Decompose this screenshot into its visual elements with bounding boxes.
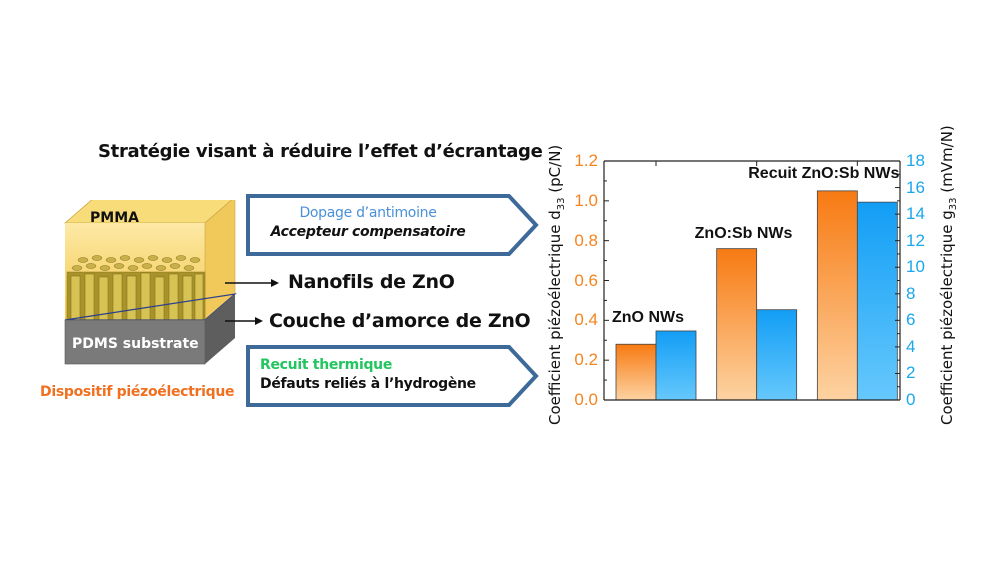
device-illustration [63,200,237,365]
y-tick-right: 10 [906,257,925,277]
device-caption: Dispositif piézoélectrique [40,384,235,400]
y-tick-right: 4 [906,336,916,356]
y-tick-right: 18 [906,151,925,170]
seed-layer-label: Couche d’amorce de ZnO [269,310,531,332]
bar-category-label: ZnO NWs [612,308,684,326]
y-tick-right: 16 [906,177,925,197]
bar-g33 [856,201,898,401]
strategy-annealing: Recuit thermique Défauts reliés à l’hydr… [260,357,500,392]
strategy-arrow-annealing [246,345,539,407]
y-tick-right: 2 [906,363,916,383]
y-tick-right: 0 [906,390,916,409]
bar-chart: 0.0 0.2 0.4 0.6 0.8 1.0 1.2 0 2 4 6 8 10 12 14 16 18 Coe… [540,125,980,440]
y-tick-right: 8 [906,283,916,303]
bar-g33 [756,309,798,401]
bar-d33 [615,343,657,401]
pmma-label: PMMA [90,210,139,226]
y-tick-left: 0.4 [574,310,598,330]
pointer-arrows [225,279,279,325]
y-tick-left: 0.6 [574,270,598,290]
strategy-detail: Défauts reliés à l’hydrogène [260,376,476,392]
nanowire-label: Nanofils de ZnO [288,271,455,293]
y-tick-right: 12 [906,230,925,250]
bar-d33 [816,190,858,401]
y-tick-left: 0.2 [574,350,598,370]
strategy-arrow-doping [246,194,539,256]
bar-category-label: ZnO:Sb NWs [694,224,793,242]
y-tick-right: 6 [906,310,916,330]
y-tick-right: 14 [906,204,925,224]
bar-g33 [655,330,697,401]
y-tick-left: 1.2 [574,151,598,170]
y-axis-right-title: Coefficient piézoélectrique g33 (mVm/N) [938,125,959,425]
strategy-heading: Dopage d’antimoine [299,205,437,221]
y-tick-left: 0.8 [574,230,598,250]
y-axis-left-title: Coefficient piézoélectrique d33 (pC/N) [546,144,567,425]
bar-d33 [716,248,758,401]
bar-category-label: Recuit ZnO:Sb NWs [748,164,900,182]
strategy-doping: Dopage d’antimoine Accepteur compensatoi… [248,205,488,240]
strategy-heading: Recuit thermique [260,357,393,373]
y-tick-left: 1.0 [574,190,598,210]
figure-title: Stratégie visant à réduire l’effet d’écr… [98,141,543,162]
strategy-detail: Accepteur compensatoire [270,224,466,240]
pdms-label: PDMS substrate [72,336,199,352]
y-tick-left: 0.0 [574,390,598,409]
